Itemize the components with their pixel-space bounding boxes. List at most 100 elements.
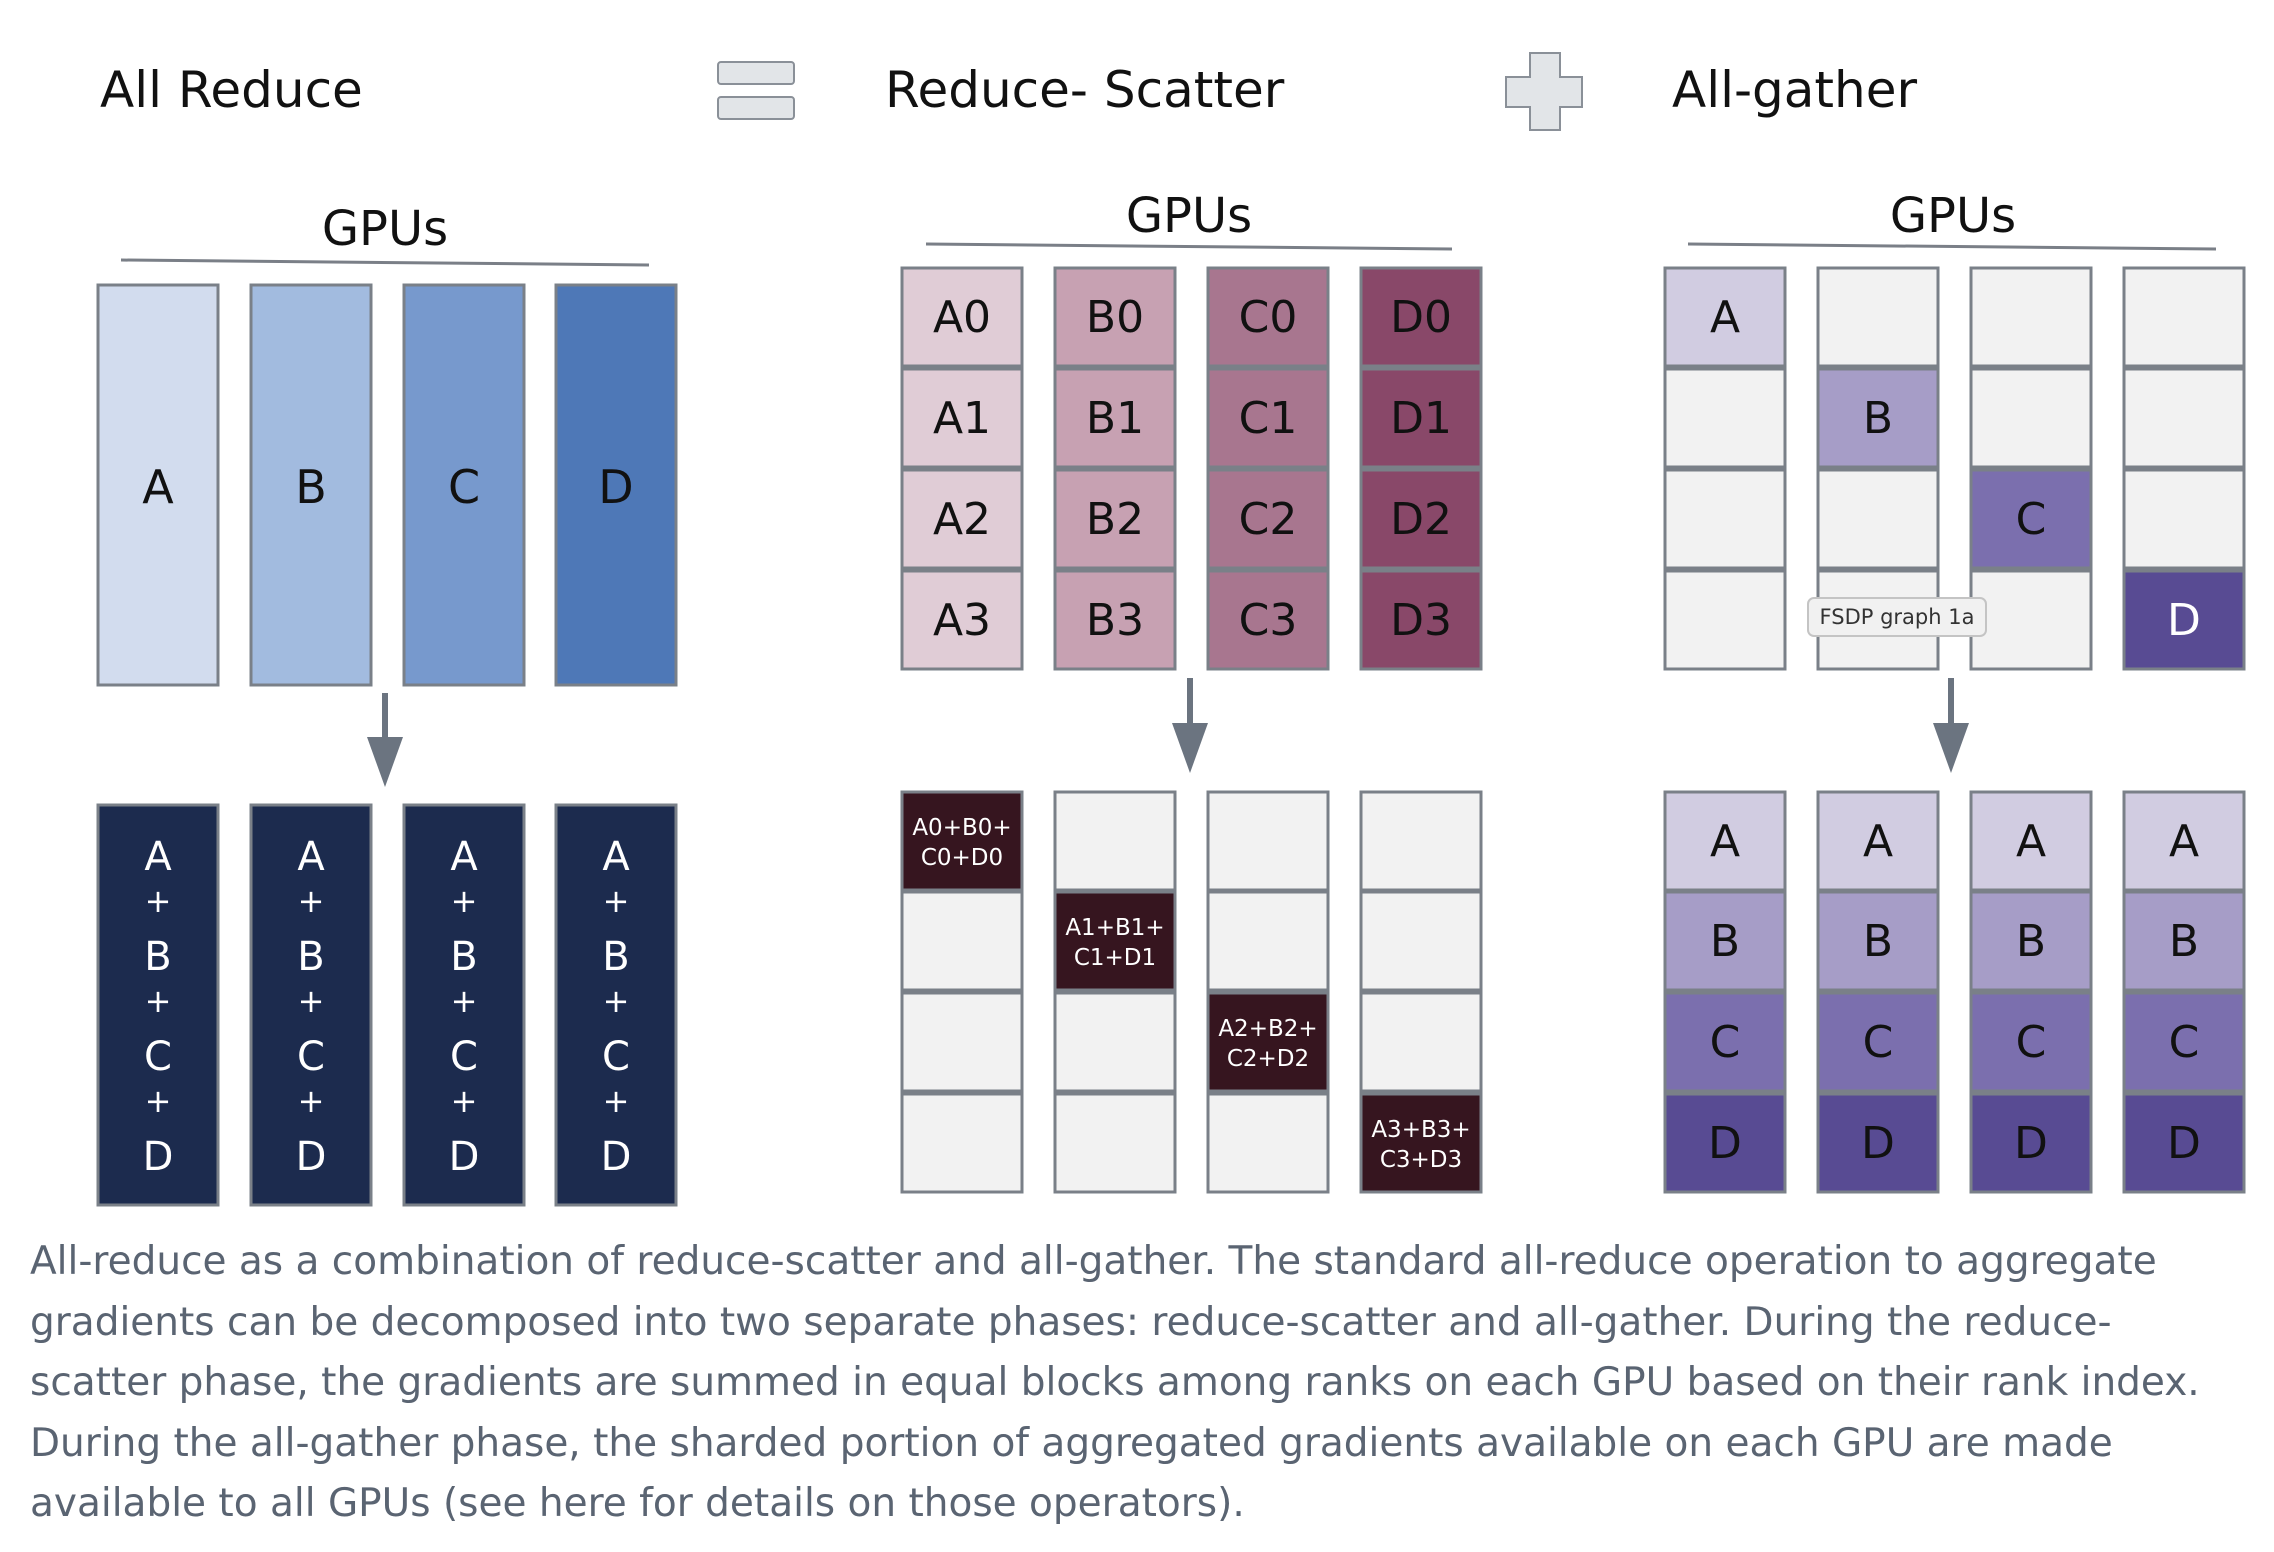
shard-cell <box>1206 367 1330 469</box>
gathered-shard-cell <box>1816 991 1940 1093</box>
shard-label: B1 <box>1086 393 1144 444</box>
plus-icon <box>1505 52 1583 131</box>
shard-cell <box>1359 569 1483 671</box>
reduced-shard-label: A0+B0+ <box>912 815 1011 841</box>
gathered-shard-label: A <box>1710 816 1740 867</box>
figure-caption: All-reduce as a combination of reduce-sc… <box>30 1239 2200 1526</box>
all-reduce-gpu-label: B <box>295 460 327 514</box>
reduced-shard-cell <box>1053 890 1177 992</box>
owned-shard-cell <box>2122 569 2246 671</box>
reduced-shard-label: C0+D0 <box>921 845 1003 871</box>
owned-shard-cell <box>1816 367 1940 469</box>
all-reduce-sum-block <box>249 803 373 1207</box>
reduced-shard-cell <box>1359 1092 1483 1194</box>
empty-cell <box>2122 367 2246 469</box>
shard-label: C2 <box>1239 494 1298 545</box>
shard-cell <box>1206 569 1330 671</box>
all-reduce-plus-sign: + <box>298 882 325 920</box>
empty-cell <box>1053 790 1177 892</box>
all-reduce-sum-term: D <box>601 1134 632 1180</box>
empty-cell <box>1969 367 2093 469</box>
gathered-shard-cell <box>1663 1092 1787 1194</box>
empty-cell <box>1969 266 2093 368</box>
all-reduce-sum-block <box>402 803 526 1207</box>
empty-cell <box>1816 266 1940 368</box>
owned-shard-label: A <box>1710 292 1740 343</box>
all-reduce-plus-sign: + <box>298 982 325 1020</box>
shard-label: A0 <box>933 292 991 343</box>
all-reduce-gpu-label: C <box>448 460 480 514</box>
shard-label: D1 <box>1390 393 1452 444</box>
reduce-scatter-arrow <box>1172 678 1208 773</box>
all-reduce-sum-term: B <box>297 934 324 980</box>
all-reduce-gpus-underline <box>120 258 650 267</box>
gathered-shard-label: B <box>1863 916 1893 967</box>
empty-cell <box>1816 468 1940 570</box>
empty-cell <box>1206 1092 1330 1194</box>
gathered-shard-cell <box>1816 1092 1940 1194</box>
all-reduce-plus-sign: + <box>451 982 478 1020</box>
all-gather-arrow <box>1933 678 1969 773</box>
shard-cell <box>1053 468 1177 570</box>
all-reduce-sum-term: D <box>296 1134 327 1180</box>
all-reduce-sum-term: B <box>144 934 171 980</box>
gathered-shard-cell <box>2122 991 2246 1093</box>
all-reduce-gpus-label: GPUs <box>322 201 448 257</box>
all-reduce-sum-block <box>554 803 678 1207</box>
all-reduce-plus-sign: + <box>603 982 630 1020</box>
empty-cell <box>1206 890 1330 992</box>
reduced-shard-label: C3+D3 <box>1380 1147 1462 1173</box>
shard-cell <box>900 468 1024 570</box>
all-reduce-sum-term: A <box>297 834 325 880</box>
shard-cell <box>900 266 1024 368</box>
shard-label: A2 <box>933 494 991 545</box>
all-reduce-arrow <box>367 693 403 787</box>
all-reduce-gpu-label: D <box>598 460 633 514</box>
all-reduce-gpu-block <box>249 283 373 687</box>
gathered-shard-cell <box>1969 1092 2093 1194</box>
reduced-shard-cell <box>900 790 1024 892</box>
all-reduce-sum-term: B <box>450 934 477 980</box>
owned-shard-label: C <box>2016 494 2047 545</box>
all-reduce-plus-sign: + <box>145 1082 172 1120</box>
gathered-shard-cell <box>1663 890 1787 992</box>
shard-cell <box>1053 266 1177 368</box>
owned-shard-label: D <box>2167 595 2201 646</box>
all-reduce-sum-term: D <box>449 1134 480 1180</box>
reduced-shard-cell <box>1206 991 1330 1093</box>
shard-label: A3 <box>933 595 991 646</box>
gathered-shard-label: C <box>2169 1017 2200 1068</box>
empty-cell <box>900 1092 1024 1194</box>
all-reduce-sum-term: A <box>144 834 172 880</box>
shard-cell <box>900 569 1024 671</box>
empty-cell <box>1359 790 1483 892</box>
shard-label: D3 <box>1390 595 1452 646</box>
gathered-shard-cell <box>1663 991 1787 1093</box>
empty-cell <box>900 991 1024 1093</box>
shard-label: B2 <box>1086 494 1144 545</box>
gathered-shard-label: D <box>2167 1118 2201 1169</box>
owned-shard-label: B <box>1863 393 1893 444</box>
shard-label: A1 <box>933 393 991 444</box>
all-reduce-sum-term: B <box>602 934 629 980</box>
all-reduce-gpu-block <box>554 283 678 687</box>
shard-label: C0 <box>1239 292 1298 343</box>
all-reduce-sum-term: C <box>602 1034 630 1080</box>
empty-cell <box>1053 1092 1177 1194</box>
shard-cell <box>1206 266 1330 368</box>
all-reduce-gpu-block <box>96 283 220 687</box>
all-reduce-sum-term: A <box>450 834 478 880</box>
reduce-scatter-gpus-underline <box>925 242 1453 251</box>
gathered-shard-label: D <box>2014 1118 2048 1169</box>
tooltip: FSDP graph 1a <box>1807 597 1987 637</box>
all-reduce-sum-block <box>96 803 220 1207</box>
reduced-shard-label: C2+D2 <box>1227 1046 1309 1072</box>
gathered-shard-label: A <box>1863 816 1893 867</box>
all-reduce-sum-term: C <box>297 1034 325 1080</box>
shard-label: D2 <box>1390 494 1452 545</box>
shard-cell <box>1206 468 1330 570</box>
gathered-shard-label: B <box>2016 916 2046 967</box>
empty-cell <box>1359 890 1483 992</box>
empty-cell <box>2122 468 2246 570</box>
gathered-shard-cell <box>1663 790 1787 892</box>
